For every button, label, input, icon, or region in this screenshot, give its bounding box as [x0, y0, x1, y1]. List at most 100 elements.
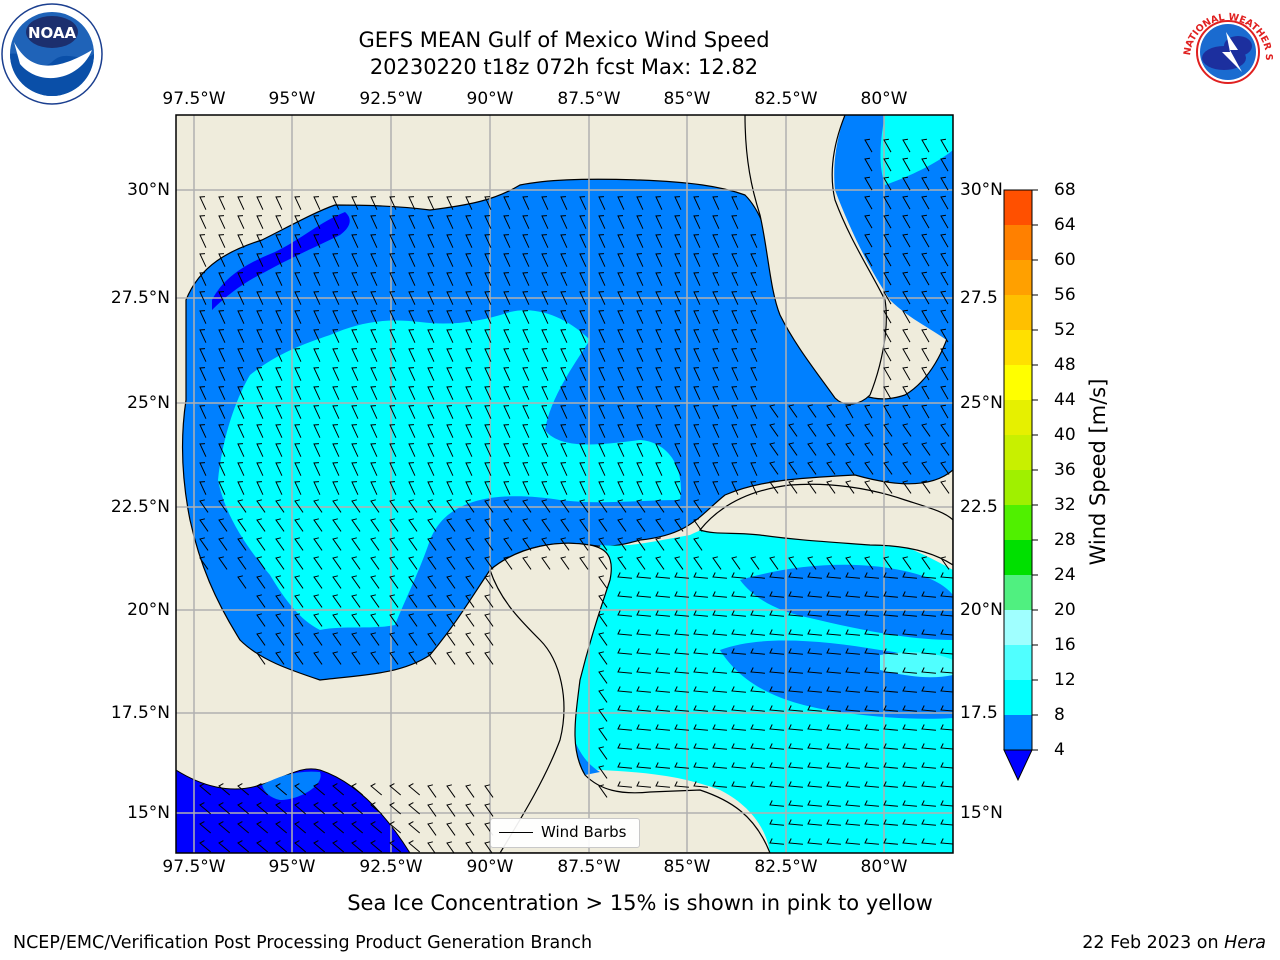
wind-barb — [769, 667, 784, 674]
wind-barb — [446, 613, 456, 627]
wind-barb — [351, 481, 359, 495]
wind-barb — [826, 781, 841, 788]
colorbar-cell — [1004, 680, 1032, 715]
wind-barb — [275, 537, 285, 551]
wind-barb — [769, 610, 784, 617]
wind-barb — [940, 423, 950, 437]
wind-barb — [199, 405, 207, 419]
lon-tick-top: 92.5°W — [359, 89, 423, 109]
wind-barb — [636, 629, 651, 636]
wind-barb — [940, 648, 953, 655]
wind-barb — [560, 329, 568, 343]
wind-barb — [712, 329, 720, 343]
colorbar-tick-label: 60 — [1054, 250, 1076, 270]
wind-barb — [883, 176, 892, 191]
wind-barb — [731, 629, 746, 636]
wind-barb — [465, 518, 475, 532]
wind-barb — [408, 613, 418, 627]
wind-barb — [560, 462, 568, 476]
wind-barb — [864, 724, 879, 731]
wind-barb — [237, 253, 245, 267]
wind-barb — [237, 272, 245, 286]
wind-barb — [902, 781, 917, 788]
wind-barb — [731, 667, 746, 674]
wind-barb — [921, 819, 936, 826]
wind-barb — [750, 424, 758, 438]
wind-barb — [655, 705, 670, 712]
colorbar-tick-label: 52 — [1054, 320, 1076, 340]
wind-barb — [921, 800, 936, 807]
wind-barb — [712, 724, 727, 731]
wind-barb — [598, 405, 606, 419]
wind-barb — [332, 291, 340, 305]
wind-barb — [864, 404, 873, 419]
wind-barb — [902, 610, 917, 617]
wind-barb — [370, 310, 378, 324]
wind-barb — [313, 537, 323, 551]
lon-tick-top: 85°W — [663, 89, 711, 109]
wind-barb — [503, 234, 511, 248]
wind-barb — [617, 291, 625, 305]
wind-barb — [256, 499, 266, 513]
wind-barb — [883, 667, 898, 674]
svg-text:NOAA: NOAA — [28, 24, 77, 42]
wind-barb — [636, 367, 644, 381]
wind-barb — [484, 424, 492, 438]
wind-barb — [883, 629, 898, 636]
wind-barb — [864, 176, 873, 191]
wind-barb — [313, 196, 321, 210]
wind-barb — [883, 838, 898, 845]
wind-barb — [921, 480, 931, 494]
wind-barb — [674, 253, 682, 267]
wind-barb — [655, 424, 663, 438]
lon-tick-bottom: 97.5°W — [162, 857, 226, 877]
wind-barb — [579, 424, 587, 438]
wind-barb — [655, 686, 670, 693]
wind-barb — [408, 840, 421, 853]
wind-barb — [218, 215, 226, 229]
wind-barb — [731, 348, 739, 362]
central-america-sw — [176, 768, 411, 853]
wind-barb — [560, 481, 568, 495]
lon-tick-bottom: 92.5°W — [359, 857, 423, 877]
wind-barb — [389, 386, 397, 400]
wind-barb — [788, 572, 803, 579]
wind-barb — [351, 613, 361, 627]
wind-barb — [294, 556, 304, 570]
wind-barb — [921, 214, 930, 229]
wind-barb — [218, 518, 228, 532]
wind-barb — [750, 743, 765, 750]
wind-barb — [940, 629, 953, 636]
wind-barb — [427, 424, 435, 438]
wind-barb — [446, 424, 454, 438]
wind-barb — [750, 310, 758, 324]
wind-barb — [750, 686, 765, 693]
wind-barb — [313, 367, 321, 381]
wind-barb — [921, 328, 930, 343]
wind-barb — [541, 367, 549, 381]
wind-barb — [617, 591, 632, 598]
wind-barb — [769, 461, 779, 475]
wind-barb — [693, 572, 708, 579]
wind-barb — [332, 424, 340, 438]
wind-barb — [712, 462, 720, 476]
lon-tick-top: 95°W — [268, 89, 316, 109]
wind-barb — [446, 367, 454, 381]
wind-barb — [503, 405, 511, 419]
wind-barb — [769, 404, 779, 418]
wind-barb — [731, 367, 739, 381]
wind-barb — [484, 613, 494, 627]
wind-barb — [883, 328, 892, 343]
wind-barb — [370, 802, 383, 815]
wind-barb — [446, 272, 454, 286]
wind-barb — [712, 310, 720, 324]
wind-barb — [712, 253, 720, 267]
wind-barb — [237, 462, 245, 476]
wind-barb — [275, 632, 285, 646]
wind-barb — [313, 329, 321, 343]
wind-barb — [655, 329, 663, 343]
wind-barb — [921, 591, 936, 598]
wind-barb — [256, 348, 264, 362]
wind-barb — [845, 572, 860, 579]
wind-barb — [389, 802, 402, 815]
